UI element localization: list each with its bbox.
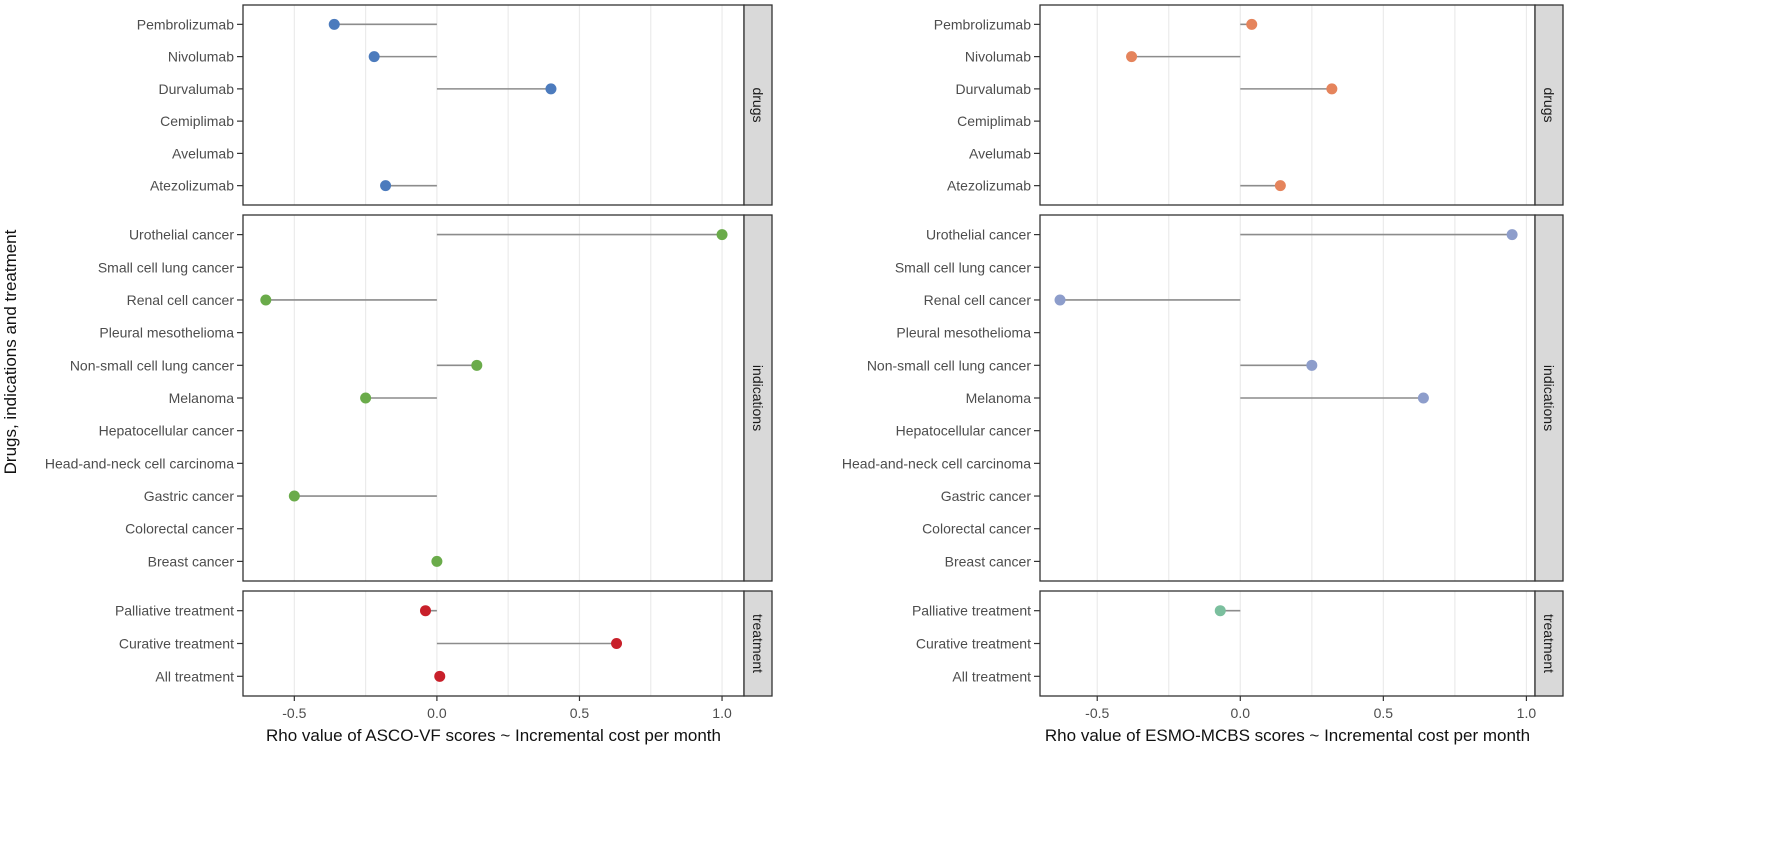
y-tick-label: Avelumab bbox=[969, 145, 1031, 161]
y-tick-label: Avelumab bbox=[172, 145, 234, 161]
facet-strip bbox=[743, 4, 773, 206]
y-tick-label: Atezolizumab bbox=[150, 178, 234, 194]
panel-border bbox=[242, 4, 745, 206]
y-tick-label: Hepatocellular cancer bbox=[896, 423, 1032, 439]
facet-strip bbox=[743, 590, 773, 697]
data-point bbox=[431, 555, 443, 567]
y-tick-label: Hepatocellular cancer bbox=[99, 423, 235, 439]
facet-treatment: Palliative treatment Curative treatment Al… bbox=[912, 590, 1564, 697]
y-tick-label: Palliative treatment bbox=[115, 603, 234, 619]
y-tick-label: Pleural mesothelioma bbox=[896, 325, 1031, 341]
panel-border bbox=[242, 214, 745, 582]
y-tick-label: Renal cell cancer bbox=[127, 292, 235, 308]
x-axis-title: Rho value of ASCO-VF scores ~ Incrementa… bbox=[266, 726, 721, 745]
data-point bbox=[288, 490, 300, 502]
data-point bbox=[1306, 359, 1318, 371]
facet-strip bbox=[1534, 214, 1564, 582]
facet-strip-label: drugs bbox=[1541, 87, 1557, 122]
x-tick-label: 0.5 bbox=[570, 705, 590, 721]
data-point bbox=[1506, 229, 1518, 241]
data-point bbox=[471, 359, 483, 371]
data-point bbox=[1274, 180, 1286, 192]
y-tick-label: Urothelial cancer bbox=[129, 227, 234, 243]
data-point bbox=[545, 83, 557, 95]
data-point bbox=[716, 229, 728, 241]
chart-2: Pembrolizumab Nivolumab Durvalumab Cemiplim… bbox=[842, 4, 1564, 745]
y-tick-label: Renal cell cancer bbox=[924, 292, 1032, 308]
y-tick-label: Nivolumab bbox=[168, 49, 234, 65]
data-point bbox=[368, 51, 380, 63]
y-tick-label: Cemiplimab bbox=[957, 113, 1031, 129]
y-tick-label: Head-and-neck cell carcinoma bbox=[842, 455, 1031, 471]
facet-strip bbox=[1534, 590, 1564, 697]
data-point bbox=[360, 392, 372, 404]
x-tick-label: 0.0 bbox=[1231, 705, 1251, 721]
facet-strip bbox=[743, 214, 773, 582]
data-point bbox=[1246, 18, 1258, 30]
y-tick-label: Gastric cancer bbox=[144, 488, 235, 504]
y-tick-label: Small cell lung cancer bbox=[98, 259, 235, 275]
y-tick-label: Breast cancer bbox=[945, 553, 1032, 569]
x-tick-label: 0.0 bbox=[427, 705, 447, 721]
data-point bbox=[1417, 392, 1429, 404]
data-point bbox=[419, 605, 431, 617]
y-tick-label: Colorectal cancer bbox=[922, 521, 1031, 537]
x-tick-label: -0.5 bbox=[282, 705, 306, 721]
panel-border bbox=[1039, 590, 1536, 697]
y-tick-label: Breast cancer bbox=[148, 553, 235, 569]
chart-1: Pembrolizumab Nivolumab Durvalumab Cemiplim… bbox=[45, 4, 773, 745]
y-tick-label: Melanoma bbox=[966, 390, 1032, 406]
panel-border bbox=[1039, 4, 1536, 206]
x-tick-label: 0.5 bbox=[1374, 705, 1394, 721]
y-tick-label: Cemiplimab bbox=[160, 113, 234, 129]
y-tick-label: Colorectal cancer bbox=[125, 521, 234, 537]
data-point bbox=[1326, 83, 1338, 95]
y-tick-label: Head-and-neck cell carcinoma bbox=[45, 455, 234, 471]
data-point bbox=[434, 670, 446, 682]
x-tick-label: -0.5 bbox=[1085, 705, 1109, 721]
y-tick-label: Nivolumab bbox=[965, 49, 1031, 65]
y-tick-label: All treatment bbox=[952, 668, 1031, 684]
data-point bbox=[1054, 294, 1066, 306]
data-point bbox=[1126, 51, 1138, 63]
y-tick-label: Gastric cancer bbox=[941, 488, 1032, 504]
facet-drugs: Pembrolizumab Nivolumab Durvalumab Cemiplim… bbox=[137, 4, 773, 206]
y-tick-label: Curative treatment bbox=[916, 636, 1031, 652]
y-tick-label: Durvalumab bbox=[159, 81, 235, 97]
y-tick-label: Non-small cell lung cancer bbox=[70, 357, 235, 373]
data-point bbox=[1214, 605, 1226, 617]
facet-strip-label: treatment bbox=[1541, 614, 1557, 673]
x-tick-label: 1.0 bbox=[712, 705, 732, 721]
facet-strip-label: indications bbox=[750, 365, 766, 431]
facet-indications: Urothelial cancer Small cell lung cancer R… bbox=[45, 214, 773, 582]
x-axis-title: Rho value of ESMO-MCBS scores ~ Incremen… bbox=[1045, 726, 1530, 745]
y-axis-title: Drugs, indications and treatment bbox=[1, 229, 20, 474]
facet-treatment: Palliative treatment Curative treatment Al… bbox=[115, 590, 773, 697]
y-tick-label: Pembrolizumab bbox=[934, 16, 1031, 32]
y-tick-label: All treatment bbox=[155, 668, 234, 684]
data-point bbox=[328, 18, 340, 30]
y-tick-label: Non-small cell lung cancer bbox=[867, 357, 1032, 373]
facet-strip-label: treatment bbox=[750, 614, 766, 673]
y-tick-label: Durvalumab bbox=[956, 81, 1032, 97]
data-point bbox=[611, 638, 623, 649]
y-tick-label: Small cell lung cancer bbox=[895, 259, 1032, 275]
y-tick-label: Pleural mesothelioma bbox=[99, 325, 234, 341]
facet-indications: Urothelial cancer Small cell lung cancer R… bbox=[842, 214, 1564, 582]
y-tick-label: Melanoma bbox=[169, 390, 235, 406]
y-tick-label: Atezolizumab bbox=[947, 178, 1031, 194]
facet-drugs: Pembrolizumab Nivolumab Durvalumab Cemiplim… bbox=[934, 4, 1564, 206]
facet-strip bbox=[1534, 4, 1564, 206]
y-tick-label: Pembrolizumab bbox=[137, 16, 234, 32]
y-tick-label: Urothelial cancer bbox=[926, 227, 1031, 243]
facet-strip-label: indications bbox=[1541, 365, 1557, 431]
y-tick-label: Curative treatment bbox=[119, 636, 234, 652]
x-tick-label: 1.0 bbox=[1517, 705, 1537, 721]
data-point bbox=[380, 180, 392, 192]
y-tick-label: Palliative treatment bbox=[912, 603, 1031, 619]
data-point bbox=[260, 294, 272, 306]
facet-strip-label: drugs bbox=[750, 87, 766, 122]
